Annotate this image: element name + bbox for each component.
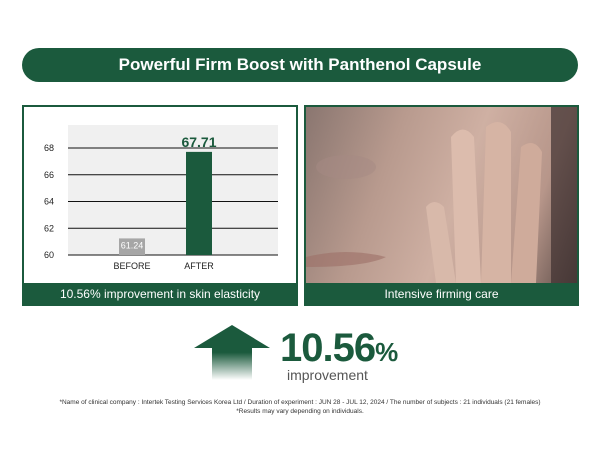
data-label: 67.71 (181, 134, 216, 150)
face-hand-illustration (306, 107, 577, 283)
bar-before (119, 238, 145, 255)
improvement-label: improvement (287, 367, 368, 383)
firming-care-photo (306, 107, 577, 283)
x-tick-label: AFTER (184, 261, 214, 271)
y-tick-label: 60 (44, 250, 54, 260)
improvement-value: 10.56% (280, 326, 398, 370)
data-label: 61.24 (121, 240, 144, 250)
chart-panel: 60 62 64 66 68 61.24 BEFORE 67.71 AFTER 10.56% i… (22, 105, 298, 306)
x-tick-label: BEFORE (113, 261, 150, 271)
bar-after (186, 151, 212, 255)
y-tick-label: 68 (44, 143, 54, 153)
plot-area (68, 125, 278, 255)
y-tick-label: 62 (44, 223, 54, 233)
footnote-disclaimer: *Results may vary depending on individua… (236, 408, 364, 415)
photo-panel: Intensive firming care (304, 105, 579, 306)
header-title: Powerful Firm Boost with Panthenol Capsu… (22, 48, 578, 82)
bar-chart: 60 62 64 66 68 61.24 BEFORE 67.71 AFTER (44, 125, 278, 271)
y-tick-label: 64 (44, 197, 54, 207)
chart-caption: 10.56% improvement in skin elasticity (24, 283, 296, 304)
y-tick-label: 66 (44, 170, 54, 180)
footnote-clinical: *Name of clinical company : Intertek Tes… (59, 399, 541, 406)
photo-caption: Intensive firming care (306, 283, 577, 304)
up-arrow-icon (194, 325, 270, 380)
